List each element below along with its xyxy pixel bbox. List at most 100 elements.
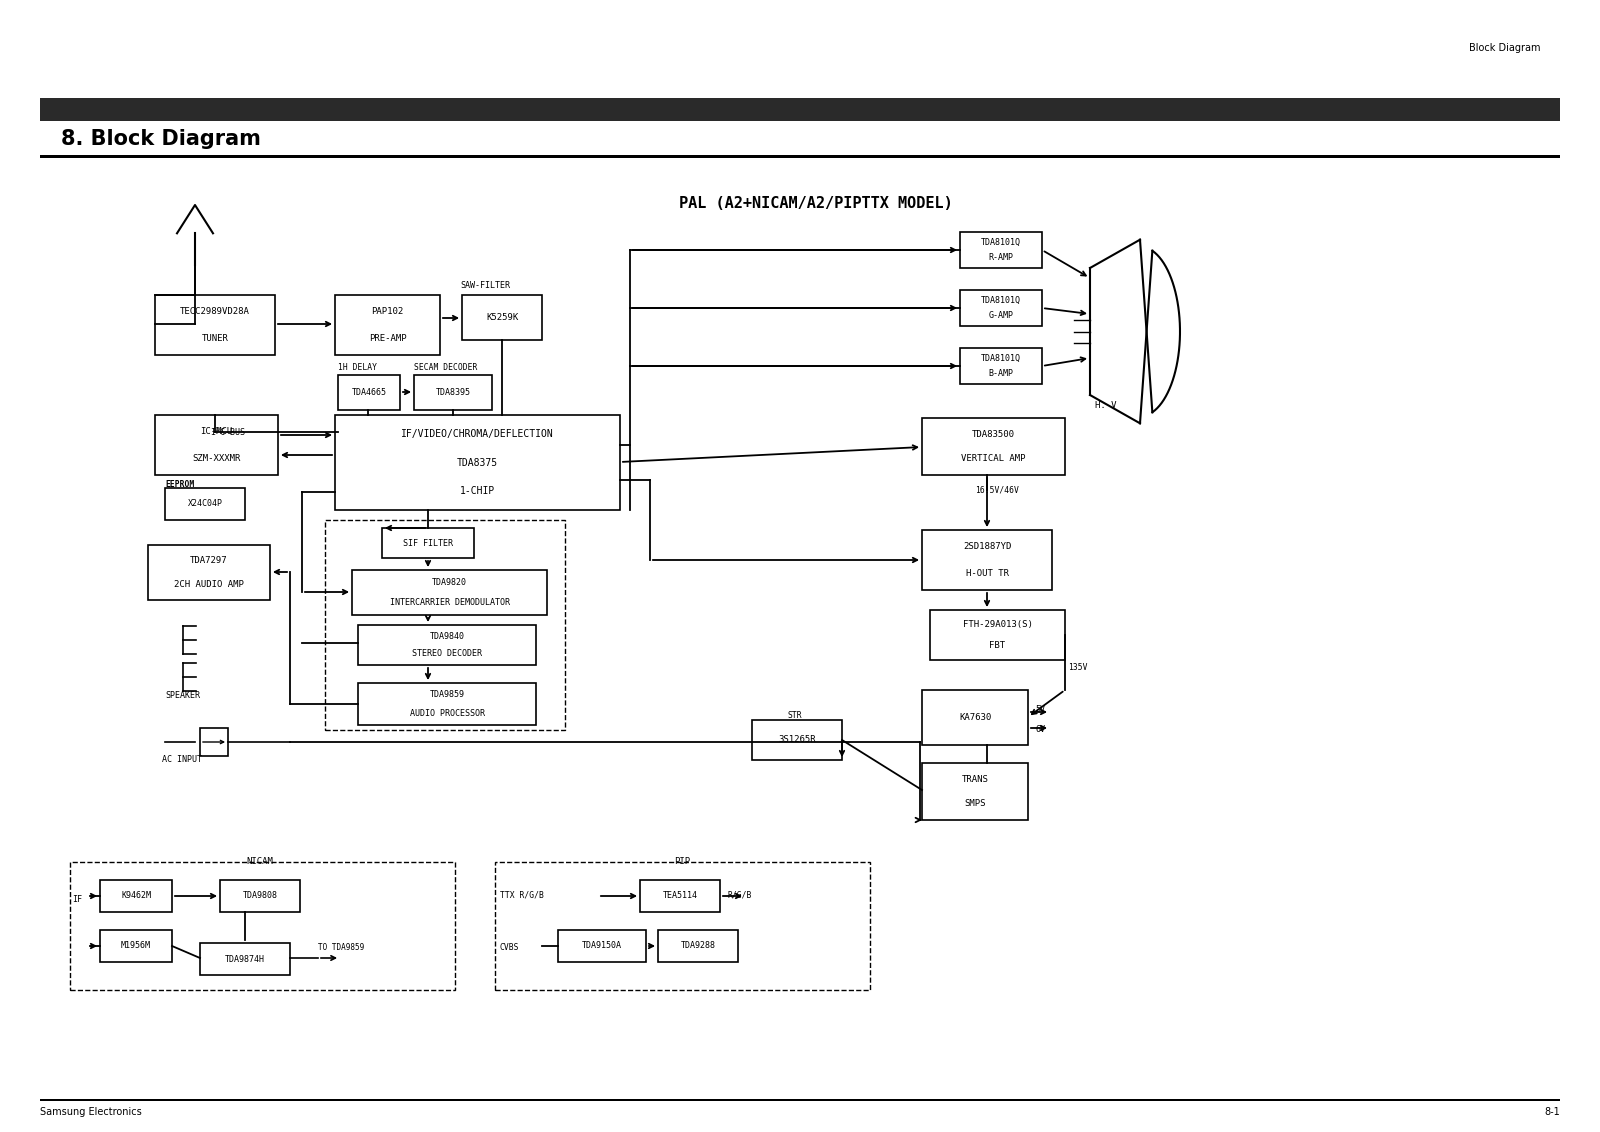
- Text: TDA8395: TDA8395: [435, 388, 470, 397]
- Text: I$^2$C-BUS: I$^2$C-BUS: [210, 426, 246, 438]
- Bar: [922, 530, 1053, 590]
- Bar: [99, 880, 173, 912]
- Text: TDA8101Q: TDA8101Q: [981, 353, 1021, 362]
- Text: K9462M: K9462M: [122, 892, 150, 900]
- Bar: [960, 348, 1042, 384]
- Text: Block Diagram: Block Diagram: [1469, 43, 1541, 53]
- Text: 2SD1887YD: 2SD1887YD: [963, 542, 1011, 551]
- Text: 3S1265R: 3S1265R: [778, 736, 816, 745]
- Text: STR: STR: [787, 711, 803, 720]
- Bar: [200, 943, 290, 975]
- Text: 5V: 5V: [1035, 705, 1045, 714]
- Text: R-AMP: R-AMP: [989, 254, 1013, 263]
- Text: PIP: PIP: [674, 858, 690, 866]
- Bar: [930, 610, 1066, 660]
- Text: FTH-29A013(S): FTH-29A013(S): [963, 619, 1032, 628]
- Text: CVBS: CVBS: [499, 943, 520, 952]
- Text: TTX R/G/B: TTX R/G/B: [499, 891, 544, 900]
- Text: TECC2989VD28A: TECC2989VD28A: [181, 308, 250, 317]
- Text: TDA9874H: TDA9874H: [226, 954, 266, 963]
- Text: IC-MCU: IC-MCU: [200, 428, 232, 437]
- Text: TDA8101Q: TDA8101Q: [981, 238, 1021, 247]
- Text: STEREO DECODER: STEREO DECODER: [413, 649, 482, 658]
- Text: SAW-FILTER: SAW-FILTER: [461, 281, 510, 290]
- Text: TDA8101Q: TDA8101Q: [981, 295, 1021, 305]
- Text: TDA9840: TDA9840: [429, 632, 464, 641]
- Text: TRANS: TRANS: [962, 774, 989, 783]
- Text: 8. Block Diagram: 8. Block Diagram: [61, 129, 261, 149]
- Text: 2CH AUDIO AMP: 2CH AUDIO AMP: [174, 580, 243, 589]
- Text: TUNER: TUNER: [202, 334, 229, 343]
- Text: SIF FILTER: SIF FILTER: [403, 539, 453, 548]
- Bar: [922, 691, 1029, 745]
- Bar: [658, 931, 738, 962]
- Text: NICAM: NICAM: [246, 858, 274, 866]
- Bar: [462, 295, 542, 340]
- Bar: [200, 728, 229, 755]
- Text: 1-CHIP: 1-CHIP: [459, 487, 494, 496]
- Text: B-AMP: B-AMP: [989, 369, 1013, 378]
- Bar: [960, 290, 1042, 326]
- Text: SPEAKER: SPEAKER: [165, 691, 200, 700]
- Text: 16.5V/46V: 16.5V/46V: [974, 486, 1019, 495]
- Bar: [494, 861, 870, 990]
- Text: IF: IF: [72, 895, 82, 904]
- Text: TO TDA9859: TO TDA9859: [318, 943, 365, 952]
- Text: SMPS: SMPS: [965, 799, 986, 808]
- Text: VERTICAL AMP: VERTICAL AMP: [962, 454, 1026, 463]
- Text: TDA4665: TDA4665: [352, 388, 387, 397]
- Text: R/G/B: R/G/B: [728, 891, 752, 900]
- Text: INTERCARRIER DEMODULATOR: INTERCARRIER DEMODULATOR: [389, 598, 509, 607]
- Bar: [352, 571, 547, 615]
- Bar: [334, 415, 621, 511]
- Text: X24C04P: X24C04P: [187, 499, 222, 508]
- Text: 6V: 6V: [1035, 726, 1045, 735]
- Bar: [752, 720, 842, 760]
- Text: TDA9859: TDA9859: [429, 691, 464, 700]
- Bar: [99, 931, 173, 962]
- Text: AC INPUT: AC INPUT: [162, 755, 202, 764]
- Bar: [414, 375, 493, 410]
- Text: TDA9820: TDA9820: [432, 578, 467, 588]
- Text: TDA9288: TDA9288: [680, 942, 715, 951]
- Text: H. V: H. V: [1094, 401, 1117, 410]
- Bar: [358, 625, 536, 664]
- Bar: [338, 375, 400, 410]
- Text: 1H DELAY: 1H DELAY: [338, 363, 378, 372]
- Text: SECAM DECODER: SECAM DECODER: [414, 363, 477, 372]
- Bar: [960, 232, 1042, 268]
- Text: PAL (A2+NICAM/A2/PIPTTX MODEL): PAL (A2+NICAM/A2/PIPTTX MODEL): [678, 196, 954, 212]
- Bar: [40, 155, 1560, 158]
- Bar: [558, 931, 646, 962]
- Text: 8-1: 8-1: [1544, 1107, 1560, 1117]
- Text: H-OUT TR: H-OUT TR: [965, 568, 1008, 577]
- Text: FBT: FBT: [989, 642, 1005, 651]
- Text: TDA8375: TDA8375: [458, 457, 498, 468]
- Bar: [155, 295, 275, 355]
- Bar: [165, 488, 245, 520]
- Bar: [640, 880, 720, 912]
- Text: TDA9150A: TDA9150A: [582, 942, 622, 951]
- Bar: [334, 295, 440, 355]
- Bar: [922, 763, 1029, 820]
- Text: AUDIO PROCESSOR: AUDIO PROCESSOR: [410, 709, 485, 718]
- Text: K5259K: K5259K: [486, 314, 518, 321]
- Bar: [70, 861, 454, 990]
- Text: G-AMP: G-AMP: [989, 311, 1013, 320]
- Bar: [40, 1099, 1560, 1101]
- Text: TDA9808: TDA9808: [243, 892, 277, 900]
- Bar: [358, 683, 536, 724]
- Text: KA7630: KA7630: [958, 713, 990, 722]
- Text: IF/VIDEO/CHROMA/DEFLECTION: IF/VIDEO/CHROMA/DEFLECTION: [402, 429, 554, 439]
- Bar: [40, 98, 1560, 121]
- Text: PRE-AMP: PRE-AMP: [368, 334, 406, 343]
- Bar: [221, 880, 301, 912]
- Text: TDA7297: TDA7297: [190, 556, 227, 565]
- Bar: [382, 528, 474, 558]
- Text: PAP102: PAP102: [371, 308, 403, 317]
- Text: SZM-XXXMR: SZM-XXXMR: [192, 454, 240, 463]
- Bar: [155, 415, 278, 475]
- Text: M1956M: M1956M: [122, 942, 150, 951]
- Bar: [325, 520, 565, 730]
- Bar: [922, 418, 1066, 475]
